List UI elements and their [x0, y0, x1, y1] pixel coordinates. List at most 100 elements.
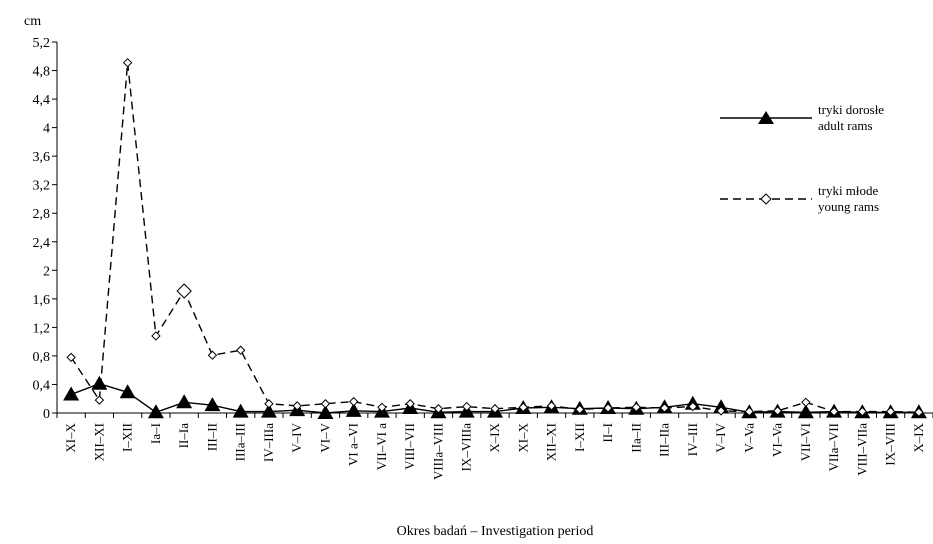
x-tick-label: VIII–VIIa [854, 423, 869, 476]
x-tick-label: IIIa–III [233, 423, 248, 461]
data-point-diamond [603, 403, 613, 413]
x-tick-label: V–IV [713, 422, 728, 452]
data-point-triangle [176, 394, 193, 409]
data-point-diamond [433, 404, 444, 414]
x-tick-label: II–I [600, 423, 615, 443]
y-tick-label: 5,2 [33, 36, 51, 51]
x-tick-label: III–II [204, 423, 219, 451]
x-tick-label: I–XII [120, 423, 135, 452]
data-point-triangle [345, 402, 362, 417]
x-tick-label: I–XII [572, 423, 587, 452]
data-point-diamond [94, 395, 105, 405]
x-tick-label: X–IX [487, 422, 502, 452]
y-tick-label: 3,6 [33, 150, 51, 165]
x-tick-label: V–IV [289, 422, 304, 452]
y-tick-label: 4,4 [33, 93, 51, 108]
legend-label-adult-rams-2: adult rams [818, 118, 873, 133]
x-axis: XI–X XII–XI I–XII Ia–I II–Ia III–II IIIa–III IV… [56, 412, 933, 480]
y-tick-label: 1,6 [33, 293, 51, 308]
data-point-diamond [320, 399, 331, 409]
data-point-triangle [317, 405, 334, 419]
x-tick-label: VII–VI [798, 423, 813, 461]
legend-marker-diamond [760, 193, 772, 205]
data-point-diamond [744, 406, 755, 417]
x-tick-label: Ia–I [148, 423, 163, 444]
data-point-diamond [66, 352, 76, 363]
data-point-diamond [575, 404, 585, 415]
data-point-diamond [151, 331, 161, 341]
legend-label-young-rams-2: young rams [818, 199, 879, 214]
x-tick-label: VIIa–VII [826, 423, 841, 471]
y-tick-label: 1,2 [33, 321, 51, 336]
y-tick-label: 2 [43, 264, 50, 279]
y-tick-label: 2,8 [33, 207, 51, 222]
data-point-diamond [688, 401, 698, 412]
data-point-diamond [292, 401, 302, 411]
y-tick-label: 0,8 [33, 350, 51, 365]
data-point-diamond [885, 406, 896, 417]
x-tick-label: VIIIa–VIII [430, 423, 445, 480]
data-point-diamond [659, 403, 670, 413]
legend-label-adult-rams-1: tryki dorosłe [818, 102, 884, 117]
series-layer [63, 57, 927, 419]
data-point-diamond [857, 406, 868, 417]
data-point-triangle [232, 403, 249, 418]
data-point-triangle [260, 403, 277, 418]
x-axis-label: Okres badań – Investigation period [397, 524, 594, 539]
series-young-rams [66, 57, 924, 417]
x-tick-label: VIII–VII [402, 423, 417, 470]
x-tick-label: IX–VIIIa [459, 423, 474, 472]
x-tick-label: IIa–II [628, 423, 643, 453]
data-point-diamond [716, 406, 726, 416]
data-point-diamond [235, 345, 246, 355]
data-point-diamond [490, 404, 500, 414]
data-point-diamond [377, 402, 387, 412]
data-point-triangle [797, 404, 814, 419]
y-tick-label: 2,4 [33, 236, 51, 251]
x-tick-label: XI–X [63, 422, 78, 452]
data-point-diamond [462, 401, 472, 412]
x-tick-label: VI a–VI [346, 423, 361, 466]
data-point-diamond [176, 283, 192, 299]
data-point-triangle [119, 384, 136, 399]
data-point-diamond [546, 401, 557, 411]
data-point-triangle [147, 404, 164, 419]
y-axis-label: cm [24, 14, 41, 29]
legend-label-young-rams-1: tryki młode [818, 183, 879, 198]
data-point-triangle [63, 386, 80, 401]
data-point-diamond [518, 402, 528, 412]
data-point-diamond [122, 57, 133, 68]
x-tick-label: XI–X [515, 422, 530, 452]
data-point-diamond [631, 402, 641, 412]
data-point-triangle [91, 375, 108, 390]
y-tick-label: 4 [43, 122, 50, 137]
y-axis: 0 0,4 0,8 1,2 1,6 2 2,4 2,8 3,2 3,6 4 4,4 4,8 5,2 [33, 36, 58, 422]
series-line [70, 62, 919, 413]
data-point-diamond [207, 350, 218, 360]
data-point-diamond [264, 399, 274, 409]
x-tick-label: VI–Va [770, 423, 785, 457]
x-tick-label: III–IIa [657, 423, 672, 457]
data-point-diamond [349, 396, 359, 407]
x-tick-label: IX–VIII [883, 423, 898, 466]
x-tick-label: V–Va [741, 423, 756, 453]
y-tick-label: 0,4 [33, 378, 51, 393]
x-tick-label: XII–XI [544, 423, 559, 461]
x-tick-label: IV–IIIa [261, 423, 276, 462]
data-point-triangle [204, 397, 221, 412]
data-point-diamond [772, 406, 783, 416]
x-tick-label: VI–V [317, 422, 332, 452]
y-tick-label: 0 [43, 407, 50, 422]
x-tick-label: II–Ia [176, 423, 191, 448]
legend-marker-triangle [758, 111, 774, 124]
legend: tryki dorosłe adult rams tryki młode you… [720, 102, 884, 214]
x-tick-label: X–IX [911, 422, 926, 452]
x-tick-label: XII–XI [91, 423, 106, 461]
x-tick-label: VII–VI a [374, 423, 389, 471]
x-tick-label: IV–III [685, 423, 700, 456]
data-point-diamond [914, 407, 924, 417]
data-point-diamond [405, 399, 415, 409]
data-point-diamond [829, 406, 839, 417]
data-point-diamond [801, 397, 811, 408]
